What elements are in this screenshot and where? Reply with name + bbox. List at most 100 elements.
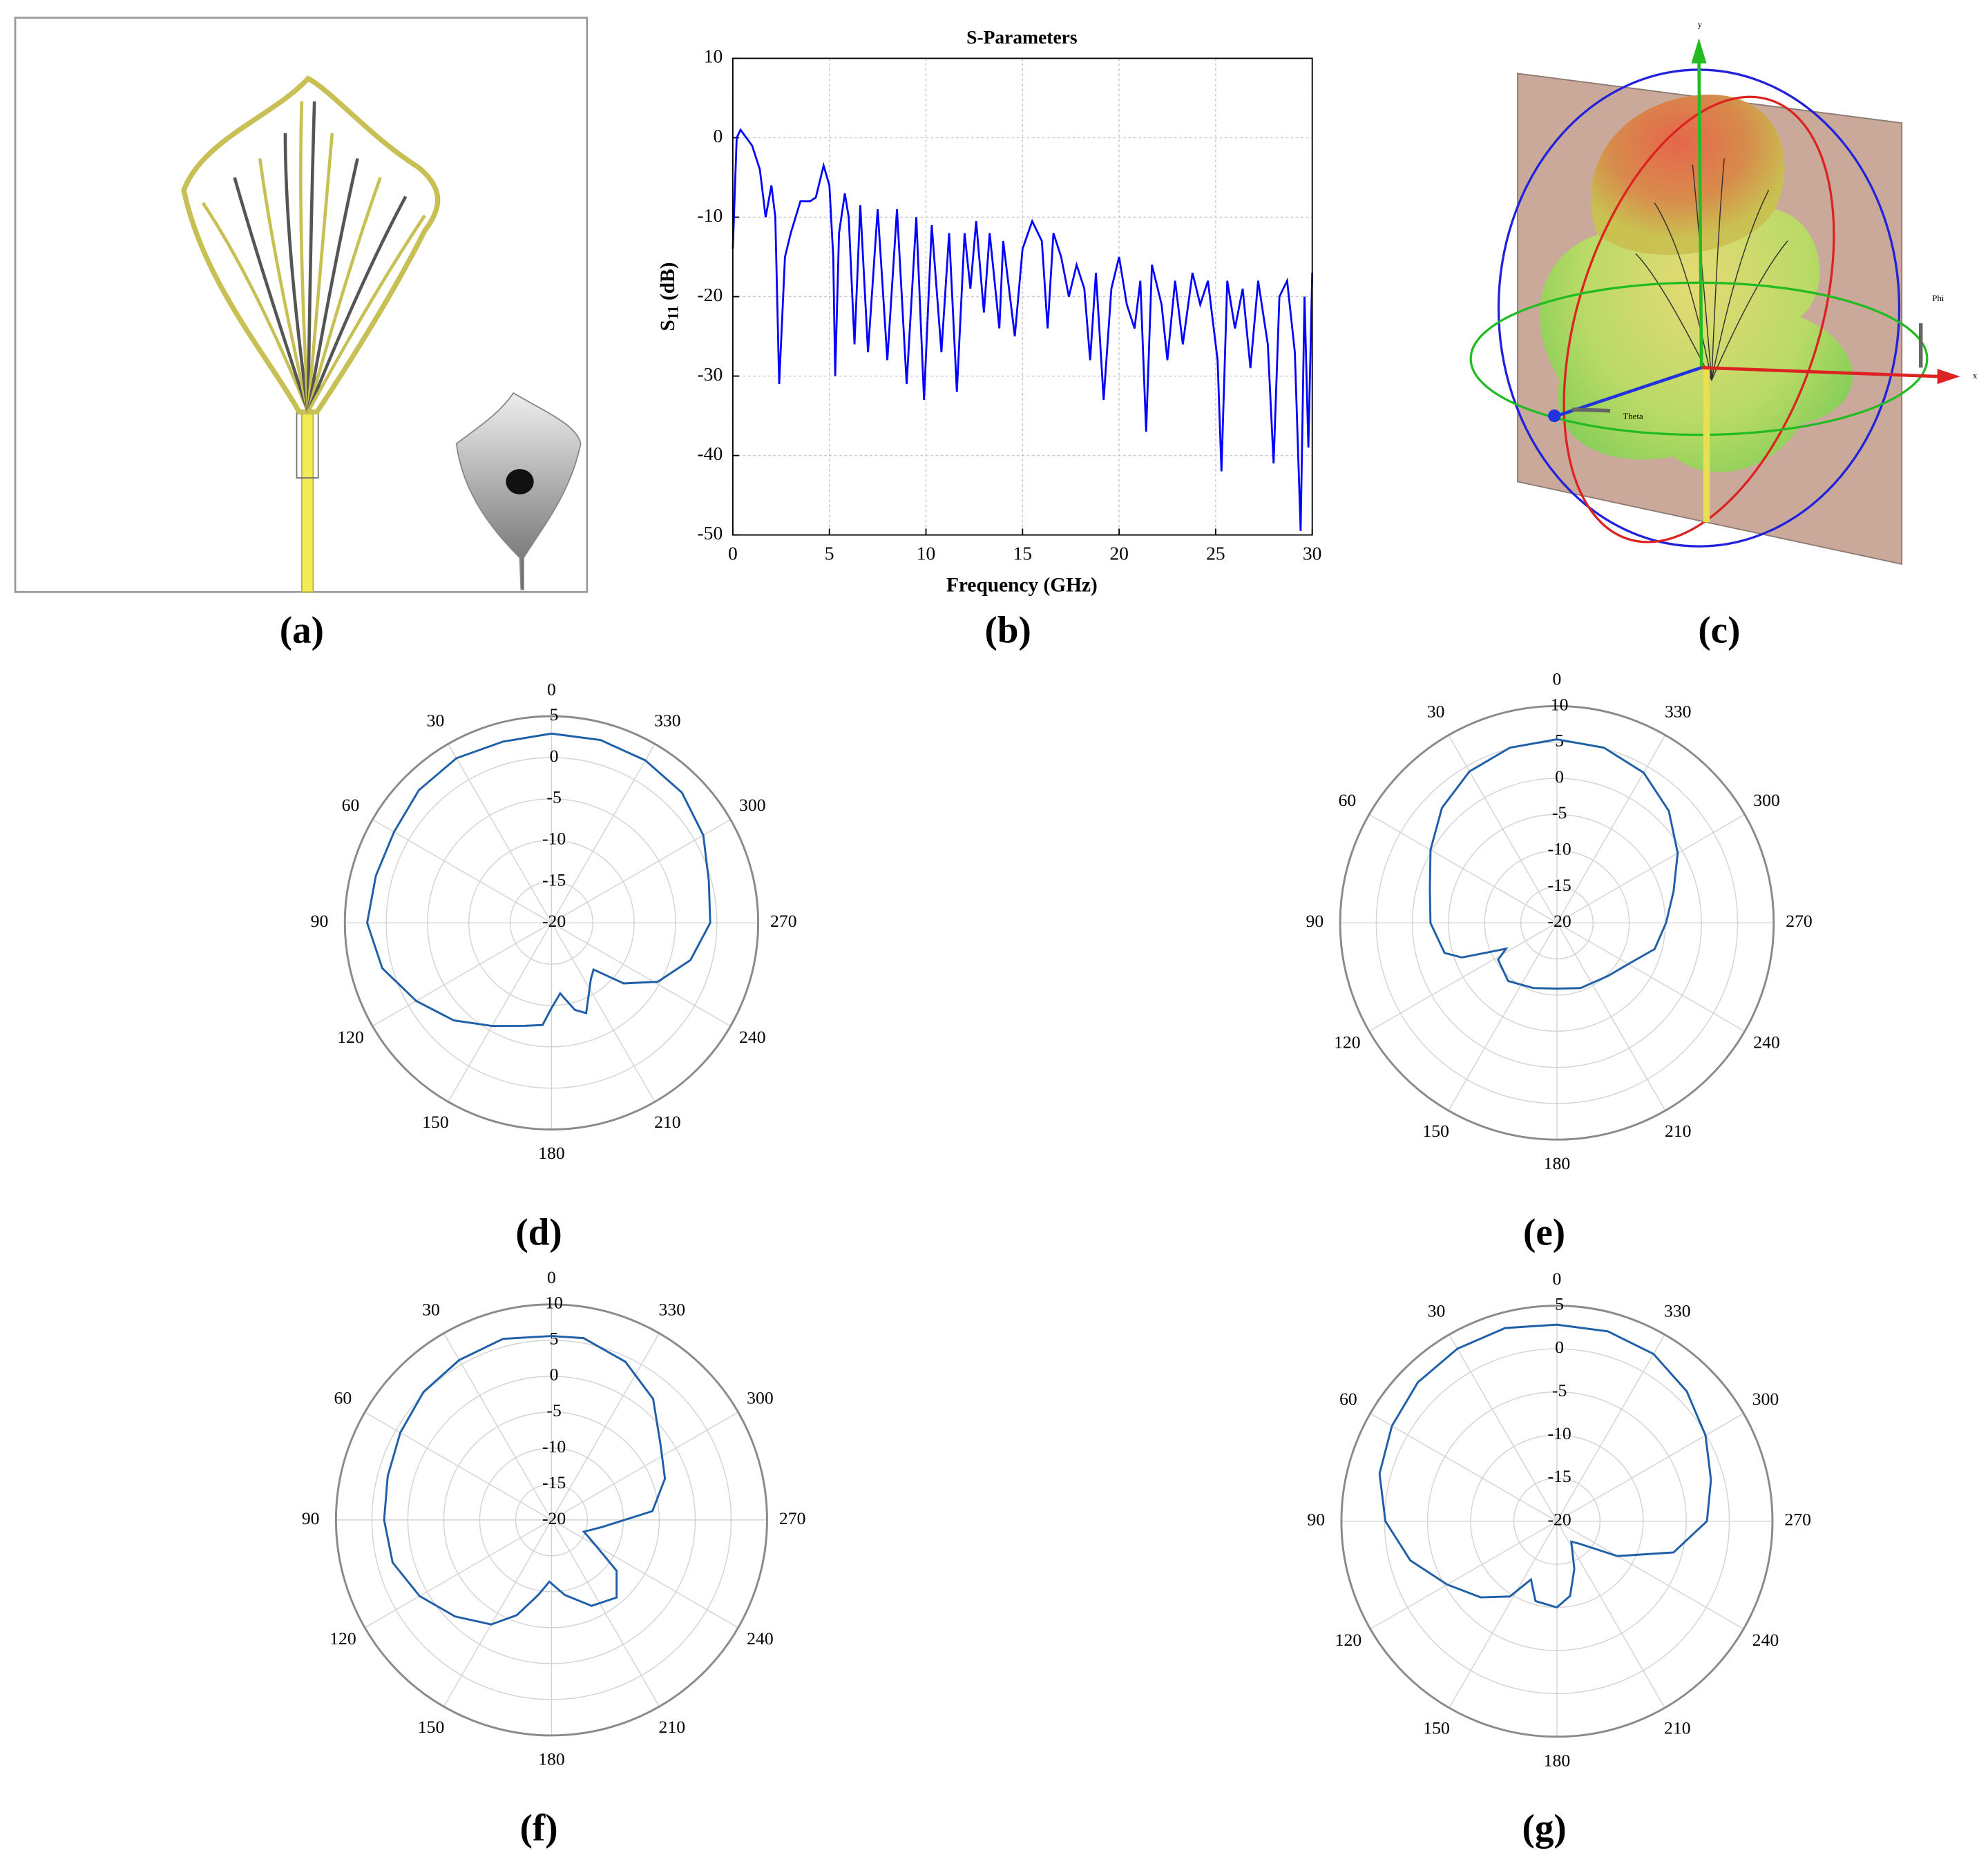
r-tick-label: -15	[1547, 1466, 1571, 1486]
r-tick-label: 0	[1555, 1337, 1564, 1357]
spoke	[1556, 1413, 1744, 1522]
theta-tick-label: 300	[1752, 1389, 1779, 1409]
theta-tick-label: 210	[1665, 1121, 1692, 1141]
y-tick-label: -50	[698, 522, 723, 544]
r-tick-label: -5	[546, 1401, 561, 1421]
r-tick-label: 0	[550, 746, 559, 766]
theta-tick-label: 0	[547, 679, 556, 699]
r-tick-label: -10	[542, 829, 566, 849]
feed-line	[300, 411, 314, 593]
y-label-main: S	[657, 320, 679, 331]
theta-tick-label: 270	[1786, 911, 1813, 931]
grid-circle	[1426, 1391, 1687, 1651]
theta-tick-label: 90	[302, 1508, 320, 1528]
polar-frame	[1339, 704, 1775, 1141]
spoke	[1449, 1334, 1558, 1522]
y-tick-label: 0	[713, 125, 723, 146]
r-tick-label: 10	[1551, 694, 1569, 714]
panel-label: (a)	[280, 608, 324, 651]
theta-tick-label: 120	[337, 1027, 364, 1047]
r-tick-label: 5	[1555, 1294, 1564, 1314]
polar-frame	[343, 715, 760, 1131]
petal-spot	[506, 469, 534, 494]
theta-tick-label: 240	[1752, 1630, 1779, 1650]
theta-tick-label: 30	[422, 1300, 440, 1320]
y-arrow	[1691, 38, 1707, 64]
r-tick-label: -15	[1547, 875, 1571, 895]
theta-tick-label: 300	[1753, 790, 1780, 810]
grid-circle	[1484, 849, 1630, 996]
spoke	[1556, 1521, 1744, 1630]
radiation-pattern-upper	[1591, 95, 1785, 256]
theta-tick-label: 30	[1428, 1301, 1446, 1321]
theta-tick-label: 180	[538, 1143, 565, 1163]
panel-label: (f)	[520, 1807, 558, 1849]
polar-frame	[1340, 1305, 1774, 1738]
theta-tick-label: 90	[1307, 1510, 1325, 1530]
theta-tick-label: 180	[1544, 1750, 1571, 1770]
chart-title: S-Parameters	[966, 26, 1078, 48]
panel-label: (d)	[515, 1211, 562, 1253]
theta-tick-label: 90	[311, 911, 329, 931]
spoke	[551, 922, 656, 1102]
grid-circle	[407, 1376, 696, 1664]
theta-arrow	[1571, 407, 1611, 413]
grid-circle	[468, 839, 635, 1006]
pattern-line	[366, 732, 711, 1028]
r-tick-label: -10	[1547, 1423, 1571, 1443]
pattern-line	[383, 1335, 667, 1626]
y-tick-label: -40	[698, 443, 723, 464]
theta-tick-label: 330	[654, 710, 681, 730]
theta-tick-label: 120	[1335, 1630, 1362, 1650]
grid-circle	[509, 881, 593, 965]
axis-label: x	[1973, 371, 1978, 381]
theta-tick-label: 210	[654, 1112, 681, 1132]
r-tick-label: -10	[1547, 839, 1571, 859]
r-tick-label: -5	[1552, 802, 1567, 823]
r-tick-label: 5	[550, 1329, 559, 1349]
spoke	[1556, 1334, 1665, 1522]
r-tick-label: 10	[545, 1293, 563, 1313]
grid-circle	[515, 1483, 589, 1557]
spoke	[1556, 1521, 1665, 1709]
r-tick-label: -20	[542, 911, 566, 931]
axis-label: Phi	[1932, 294, 1944, 303]
theta-tick-label: 60	[334, 1387, 352, 1407]
spoke	[551, 743, 656, 923]
x-tick-label: 15	[1013, 542, 1033, 564]
plot-frame	[732, 57, 1313, 536]
theta-tick-label: 30	[1427, 702, 1445, 722]
theta-tick-label: 120	[329, 1628, 356, 1648]
panel-c: y x Phi Theta	[1469, 20, 1978, 565]
spoke	[372, 819, 552, 923]
r-tick-label: 0	[550, 1365, 559, 1385]
theta-tick-label: 240	[739, 1027, 766, 1047]
panel-label: (g)	[1522, 1807, 1566, 1849]
theta-tick-label: 300	[739, 795, 766, 815]
pattern-line	[1378, 1323, 1712, 1609]
theta-tick-label: 180	[1544, 1153, 1571, 1173]
r-tick-label: -5	[546, 787, 561, 807]
y-tick-label: -20	[698, 284, 723, 305]
z-axis	[1556, 366, 1702, 418]
spoke	[551, 922, 731, 1027]
spoke	[448, 743, 553, 923]
theta-tick-label: 240	[1753, 1032, 1780, 1052]
z-arrow	[1548, 409, 1561, 423]
theta-tick-label: 30	[427, 710, 445, 730]
theta-tick-label: 330	[1665, 702, 1692, 722]
axis-label: Theta	[1623, 412, 1643, 421]
spoke	[1370, 1413, 1558, 1522]
theta-tick-label: 150	[418, 1717, 445, 1737]
y-axis	[1697, 57, 1703, 368]
theta-tick-label: 150	[422, 1112, 449, 1132]
y-label-rest: (dB)	[657, 262, 679, 306]
y-tick-label: -10	[698, 204, 723, 226]
theta-tick-label: 270	[1784, 1510, 1811, 1530]
spoke	[448, 922, 553, 1102]
y-tick-label: 10	[704, 46, 723, 67]
axis-label: y	[1698, 20, 1703, 30]
theta-tick-label: 60	[342, 795, 360, 815]
r-tick-label: -20	[1547, 911, 1571, 931]
